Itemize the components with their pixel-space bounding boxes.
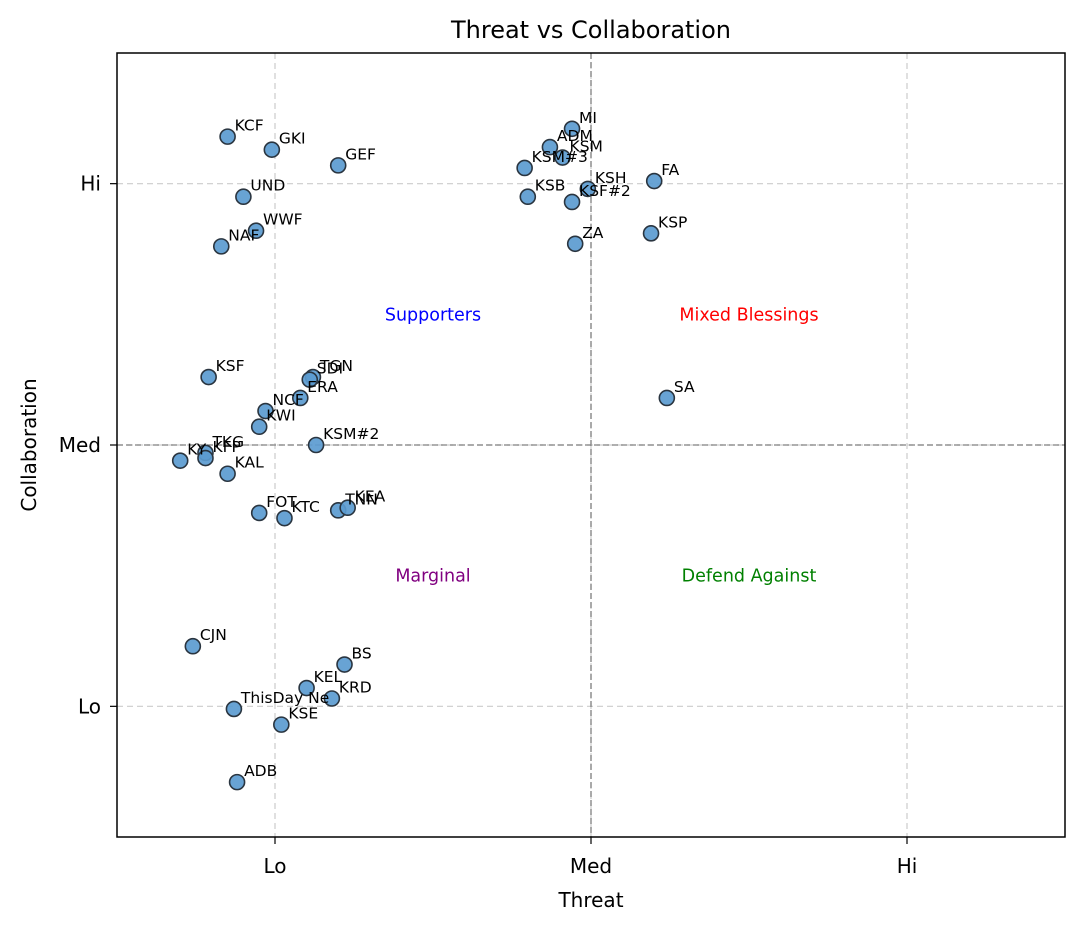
data-point-label: ZA: [582, 224, 604, 242]
data-point: [541, 138, 559, 156]
data-point: [257, 402, 274, 420]
data-point: [645, 172, 663, 190]
data-point: [329, 157, 347, 174]
data-point-label: ADB: [244, 762, 277, 780]
y-axis-ticks: Lo Med Hi: [59, 172, 117, 718]
data-point-label: CJN: [200, 626, 227, 644]
data-point-label: UND: [250, 177, 285, 195]
data-point-label: NAF: [228, 226, 259, 244]
data-point: [263, 141, 281, 158]
data-point-label: KSM#2: [323, 425, 379, 443]
quadrant-label-supporters: Supporters: [385, 305, 481, 325]
data-point-label: TNN: [344, 490, 378, 508]
data-point-label: KEA: [355, 488, 386, 506]
data-point-label: GKI: [279, 130, 306, 148]
y-tick-label: Hi: [80, 172, 101, 196]
data-point-label: MI: [579, 109, 597, 127]
data-point-label: KCF: [235, 117, 264, 135]
data-point: [291, 389, 309, 407]
data-point-label: KAL: [235, 454, 264, 472]
data-point: [339, 499, 356, 517]
data-point-label: KRD: [339, 678, 372, 696]
quadrant-labels: Supporters Mixed Blessings Marginal Defend …: [385, 305, 819, 586]
quadrant-label-mixed-blessings: Mixed Blessings: [679, 305, 818, 325]
chart-title: Threat vs Collaboration: [450, 16, 731, 44]
data-point: [276, 509, 293, 527]
data-point: [563, 120, 581, 138]
data-point-label: SA: [674, 378, 695, 396]
data-point: [250, 504, 268, 522]
data-point: [273, 716, 290, 733]
data-point: [516, 159, 533, 177]
x-axis-label: Threat: [557, 888, 623, 912]
x-axis-ticks: Lo Med Hi: [263, 837, 917, 878]
data-point-label: KSB: [535, 177, 566, 195]
data-point: [307, 436, 325, 454]
data-point-label: TGN: [319, 357, 353, 375]
data-point: [197, 449, 214, 467]
data-point: [301, 371, 319, 388]
data-point-label: SDI: [317, 360, 343, 378]
quadrant-label-defend-against: Defend Against: [682, 567, 817, 587]
data-point-label: GEF: [345, 145, 376, 163]
data-point-label: KSF: [216, 357, 245, 375]
data-point-label: KSH: [595, 169, 627, 187]
data-point: [658, 389, 676, 407]
data-point-label: KTC: [291, 498, 319, 516]
data-point-label: KFP: [212, 438, 240, 456]
data-point: [298, 679, 315, 697]
quadrant-label-marginal: Marginal: [395, 567, 470, 587]
data-point-label: KSM: [570, 138, 603, 156]
data-point: [235, 188, 252, 206]
data-points: [171, 120, 676, 791]
data-point-label: KSP: [658, 213, 687, 231]
data-point-label: ADM: [557, 127, 593, 145]
data-point: [519, 188, 537, 206]
data-point-label: WWF: [263, 211, 303, 229]
x-tick-label: Hi: [897, 854, 918, 878]
data-point: [212, 238, 230, 255]
data-point-label: ThisDay Ne: [240, 689, 329, 707]
data-point: [219, 128, 236, 145]
y-tick-label: Lo: [78, 694, 101, 718]
data-point: [200, 368, 217, 386]
data-point-label: FOT: [266, 493, 297, 511]
data-point: [563, 193, 581, 211]
data-point-label: BS: [352, 645, 372, 663]
data-point-label: ERA: [307, 378, 338, 396]
data-point: [228, 773, 246, 791]
data-point: [250, 418, 268, 436]
data-point: [554, 149, 571, 166]
data-point-label: KSE: [288, 705, 318, 723]
x-tick-label: Lo: [263, 854, 286, 878]
data-point-label: KSM#3: [532, 148, 588, 166]
data-point: [219, 465, 236, 483]
data-point: [184, 637, 202, 655]
data-point-label: TKG: [211, 433, 244, 451]
data-point-label: KY: [187, 441, 207, 459]
data-point: [579, 180, 597, 198]
data-point-label: FA: [661, 161, 679, 179]
y-axis-label: Collaboration: [17, 378, 41, 511]
data-point-label: KWI: [266, 407, 296, 425]
data-point-label: KEL: [314, 668, 343, 686]
data-point: [323, 690, 341, 707]
data-point: [336, 656, 353, 673]
x-tick-label: Med: [570, 854, 612, 878]
data-point: [642, 225, 660, 242]
data-point: [171, 452, 189, 469]
data-point-label: KSF#2: [579, 182, 631, 200]
y-tick-label: Med: [59, 433, 101, 457]
data-point-label: NCF: [273, 391, 304, 409]
data-point: [225, 700, 243, 718]
data-point: [566, 235, 584, 253]
data-point: [247, 222, 265, 240]
